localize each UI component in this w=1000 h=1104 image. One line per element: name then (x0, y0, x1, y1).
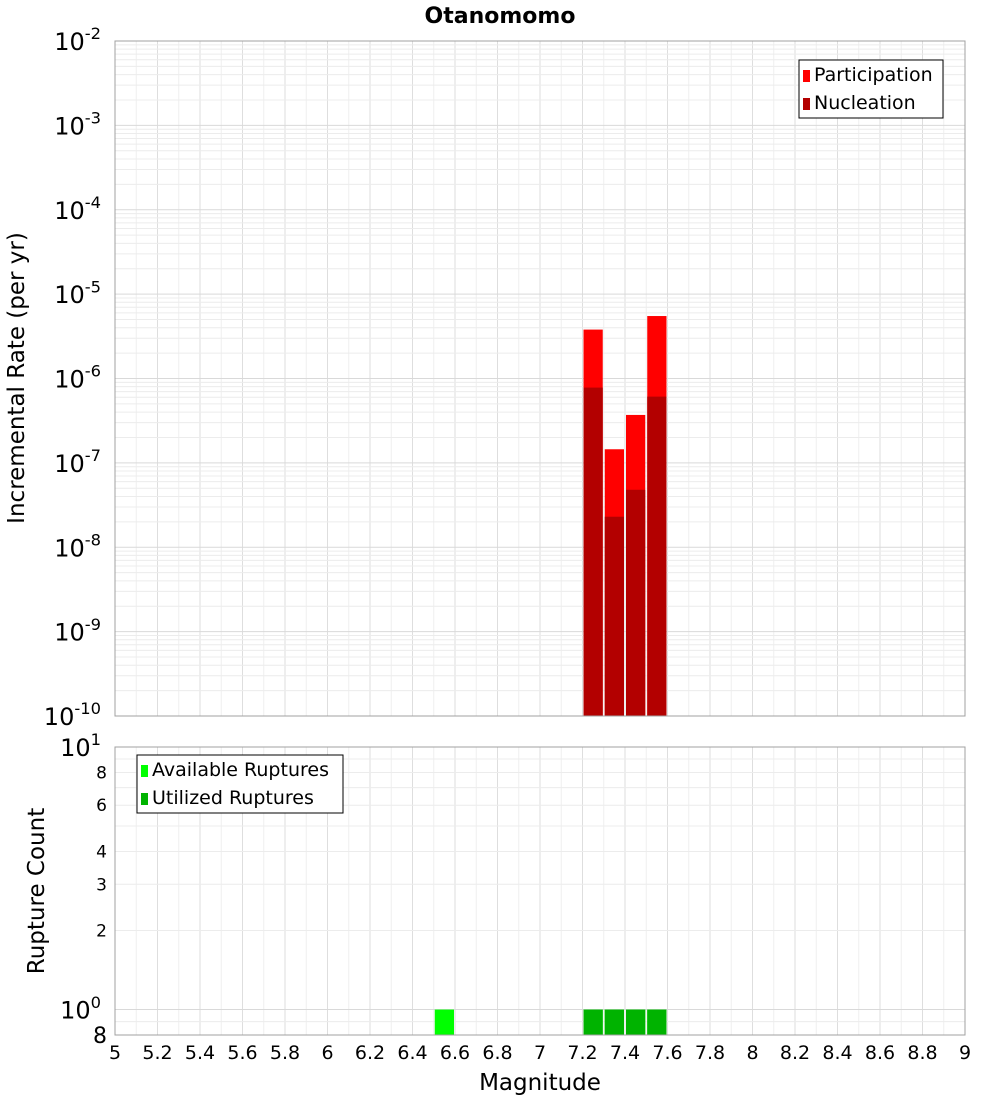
bottom-y-tick-label: 6 (96, 796, 107, 816)
x-tick-label: 6.6 (440, 1042, 470, 1064)
top-legend-box (798, 59, 944, 119)
top-legend-label: Nucleation (814, 92, 916, 114)
bottom-legend-box (136, 754, 344, 814)
x-tick-label: 5.6 (227, 1042, 257, 1064)
x-tick-label: 7 (534, 1042, 546, 1064)
x-axis-label: Magnitude (479, 1070, 601, 1096)
bottom-bar-utilized-ruptures (583, 1009, 603, 1035)
x-tick-label: 5.4 (185, 1042, 215, 1064)
top-y-axis-label: Incremental Rate (per yr) (4, 232, 30, 524)
top-legend-label: Participation (814, 64, 933, 86)
bottom-legend-swatch (141, 765, 148, 777)
x-tick-label: 9 (959, 1042, 971, 1064)
bottom-y-tick-label: 4 (96, 842, 107, 862)
bottom-plot-border (114, 746, 966, 1036)
x-tick-label: 6 (321, 1042, 333, 1064)
bottom-bar-utilized-ruptures (604, 1009, 624, 1035)
x-tick-label: 5 (109, 1042, 121, 1064)
x-tick-label: 6.8 (482, 1042, 512, 1064)
x-tick-label: 8 (746, 1042, 758, 1064)
top-bar-nucleation (626, 489, 646, 716)
bottom-bar-utilized-ruptures (647, 1009, 667, 1035)
x-tick-label: 6.4 (397, 1042, 427, 1064)
bottom-bar-utilized-ruptures (626, 1009, 646, 1035)
bottom-y-axis-label: Rupture Count (24, 808, 50, 974)
x-tick-label: 8.2 (780, 1042, 810, 1064)
x-tick-label: 5.2 (142, 1042, 172, 1064)
top-y-tick-label: 10-7 (54, 446, 101, 478)
x-tick-label: 7.4 (610, 1042, 640, 1064)
top-bar-nucleation (647, 396, 667, 716)
bottom-y-tick-label: 100 (60, 993, 101, 1025)
chart-title: Otanomomo (425, 4, 576, 29)
x-tick-label: 5.8 (270, 1042, 300, 1064)
bottom-y-tick-label: 3 (96, 875, 107, 895)
x-tick-label: 8.4 (822, 1042, 852, 1064)
bottom-y-tick-label: 101 (60, 730, 101, 762)
top-plot-border (114, 40, 966, 717)
top-legend-swatch (803, 98, 810, 110)
x-tick-label: 7.2 (567, 1042, 597, 1064)
x-tick-label: 6.2 (355, 1042, 385, 1064)
bottom-legend-label: Utilized Ruptures (152, 787, 314, 809)
x-tick-label: 8.8 (907, 1042, 937, 1064)
bottom-legend-swatch (141, 793, 148, 805)
x-tick-label: 8.6 (865, 1042, 895, 1064)
top-bar-nucleation (604, 516, 624, 716)
top-y-tick-label: 10-4 (54, 193, 101, 225)
top-legend-swatch (803, 70, 810, 82)
bottom-y-tick-label: 8 (96, 763, 107, 783)
top-bar-nucleation (583, 387, 603, 716)
x-tick-label: 7.6 (652, 1042, 682, 1064)
bottom-legend-label: Available Ruptures (152, 759, 329, 781)
bottom-bar-available-ruptures (434, 1009, 454, 1035)
top-y-tick-label: 10-8 (54, 530, 101, 562)
top-y-tick-label: 10-10 (44, 699, 101, 731)
x-tick-label: 7.8 (695, 1042, 725, 1064)
top-y-tick-label: 10-6 (54, 362, 101, 394)
bottom-y-tick-label: 2 (96, 922, 107, 942)
top-y-tick-label: 10-3 (54, 109, 101, 141)
top-y-tick-label: 10-5 (54, 277, 101, 309)
top-y-tick-label: 10-9 (54, 615, 101, 647)
top-y-tick-label: 10-2 (54, 24, 101, 56)
bottom-y-tick-label: 8 (93, 1024, 107, 1049)
